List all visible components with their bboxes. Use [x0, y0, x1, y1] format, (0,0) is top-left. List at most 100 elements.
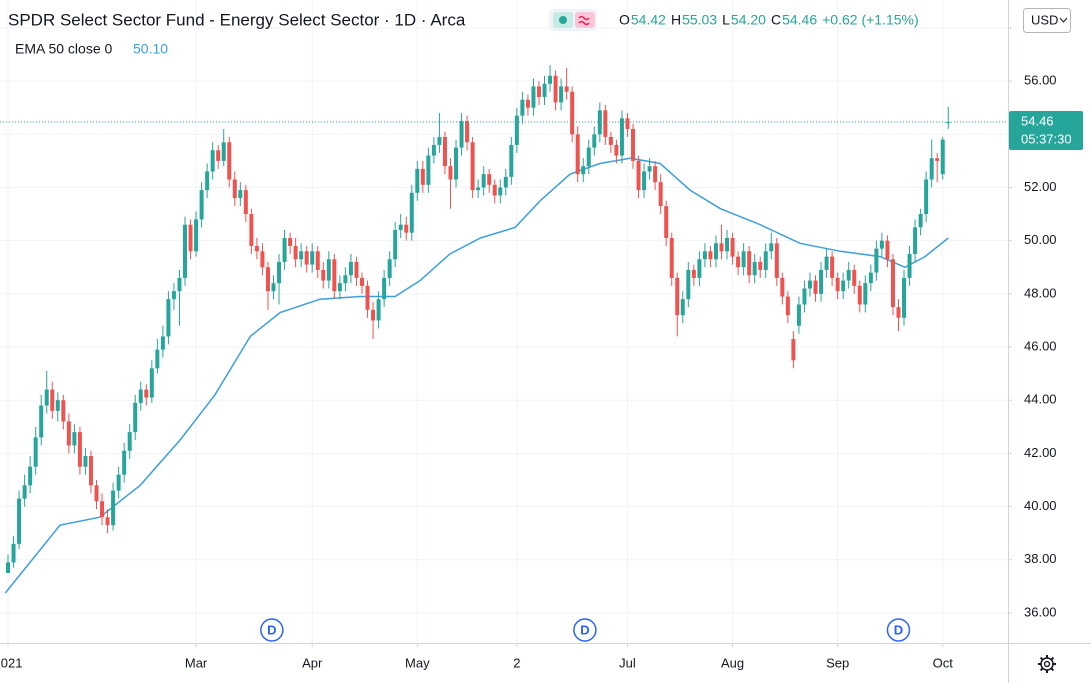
candle-body: [896, 307, 901, 318]
currency-label[interactable]: USD: [1031, 12, 1058, 27]
candle-body: [470, 142, 475, 191]
gear-teeth[interactable]: [1038, 655, 1056, 673]
candle-body: [940, 139, 945, 175]
candle-body: [946, 122, 951, 124]
candle-body: [819, 269, 824, 294]
candle-body: [116, 474, 121, 491]
currency-button[interactable]: USD: [1023, 8, 1071, 33]
candle-body: [890, 259, 895, 308]
candle-body: [548, 75, 553, 84]
candle-body: [531, 86, 536, 108]
candle-body: [686, 269, 691, 300]
gear-hub[interactable]: [1043, 660, 1051, 668]
candle-body: [841, 280, 846, 292]
y-tick-label: 38.00: [1024, 551, 1057, 566]
candle-body: [492, 184, 497, 196]
candle-body: [221, 142, 226, 161]
candle-body: [149, 368, 154, 398]
candle-body: [111, 490, 116, 526]
candle-body: [404, 224, 409, 233]
candle-body: [785, 296, 790, 316]
candle-body: [669, 238, 674, 278]
candle-body: [758, 261, 763, 270]
candle-body: [929, 158, 934, 180]
y-tick-label: 56.00: [1024, 73, 1057, 88]
candle-body: [188, 224, 193, 252]
grid: [0, 0, 1008, 643]
candle-body: [514, 115, 519, 145]
candle-body: [747, 251, 752, 276]
candle-body: [431, 144, 436, 156]
candle-body: [265, 267, 270, 292]
y-tick-label: 42.00: [1024, 445, 1057, 460]
y-tick-label: 52.00: [1024, 179, 1057, 194]
candle-body: [199, 190, 204, 220]
candle-body: [702, 251, 707, 260]
candle-body: [570, 91, 575, 135]
ohlc-values: O 54.42 H 55.03 L 54.20 C 54.46 +0.62 (+1.15%): [619, 12, 919, 28]
candle-body: [642, 171, 647, 191]
candle-body: [741, 251, 746, 268]
dividend-label: D: [267, 622, 276, 637]
candle-body: [28, 466, 33, 486]
dividend-label: D: [894, 622, 903, 637]
ohlc-key: L: [722, 12, 730, 28]
candle-body: [769, 243, 774, 252]
ohlc-key: H: [671, 12, 681, 28]
candle-body: [503, 176, 508, 188]
candle-body: [935, 158, 940, 161]
candle-body: [326, 259, 331, 281]
dividend-marker: [573, 618, 597, 642]
candle-body: [205, 171, 210, 191]
currency-caret[interactable]: [1059, 17, 1068, 23]
legend: SPDR Select Sector Fund - Energy Select …: [8, 9, 919, 57]
dividend-marker: [260, 618, 284, 642]
y-tick-label: 36.00: [1024, 604, 1057, 619]
candle-body: [719, 243, 724, 252]
delay-icon: [578, 15, 590, 26]
currency-box[interactable]: [1023, 8, 1071, 33]
candle-body: [658, 182, 663, 207]
candle-body: [354, 261, 359, 278]
candle-body: [780, 277, 785, 297]
candle-body: [625, 118, 630, 129]
candle-body: [88, 456, 93, 486]
candle-body: [122, 450, 127, 475]
candle-body: [277, 261, 282, 284]
candle-body: [713, 243, 718, 260]
candle-body: [77, 432, 82, 467]
candle-body: [857, 285, 862, 305]
candle-body: [581, 166, 586, 175]
candle-body: [50, 389, 55, 411]
candle-body: [315, 251, 320, 270]
candle-body: [481, 174, 486, 188]
candle-body: [664, 206, 669, 239]
candle-body: [271, 283, 276, 292]
candle-body: [105, 517, 110, 526]
x-tick-label: Jul: [619, 655, 636, 670]
candle-body: [183, 224, 188, 278]
candle-body: [636, 160, 641, 191]
candle-body: [194, 219, 199, 252]
candle-body: [227, 142, 232, 180]
y-tick-label: 40.00: [1024, 498, 1057, 513]
candle-body: [614, 144, 619, 156]
candle-body: [310, 251, 315, 265]
candle-body: [420, 168, 425, 185]
candle-body: [293, 245, 298, 260]
candle-body: [343, 275, 348, 284]
candle-body: [17, 498, 22, 544]
candle-body: [874, 248, 879, 273]
candle-body: [426, 155, 431, 185]
candle-body: [371, 309, 376, 321]
candle-body: [6, 562, 11, 574]
candle-body: [902, 277, 907, 318]
candle-body: [127, 432, 132, 451]
candle-body: [39, 405, 44, 438]
settings-button[interactable]: [1038, 655, 1056, 673]
candle-body: [802, 288, 807, 305]
candle-body: [907, 253, 912, 278]
candle-body: [736, 256, 741, 268]
